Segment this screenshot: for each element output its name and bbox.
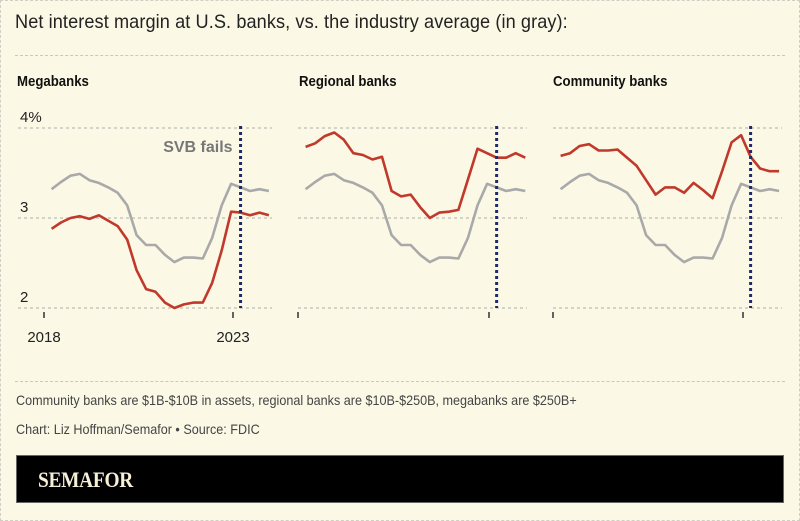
y-tick-label: 4%	[20, 109, 42, 126]
credit-note: Chart: Liz Hoffman/Semafor • Source: FDI…	[16, 421, 260, 437]
panel-title-community: Community banks	[553, 73, 668, 90]
bank-line	[305, 131, 526, 220]
notes-divider	[15, 381, 785, 382]
brand-bar: SEMAFOR	[16, 455, 784, 503]
svb-annotation-label: SVB fails	[163, 139, 232, 156]
small-multiples-chart: 4% 3 2 2018 2023 SVB fails	[18, 109, 782, 346]
industry-average-line	[50, 172, 270, 264]
chart-title: Net interest margin at U.S. banks, vs. t…	[15, 11, 568, 33]
definition-note: Community banks are $1B-$10B in assets, …	[16, 392, 577, 408]
panel-title-megabanks: Megabanks	[17, 73, 89, 90]
panel-title-regional: Regional banks	[299, 73, 397, 90]
bank-line	[50, 210, 270, 310]
industry-average-line	[304, 172, 526, 264]
brand-logo: SEMAFOR	[38, 467, 133, 492]
y-tick-label: 3	[20, 199, 28, 216]
y-tick-label: 2	[20, 289, 28, 306]
title-divider	[15, 55, 785, 56]
x-tick-label: 2018	[27, 329, 60, 346]
x-tick-label: 2023	[216, 329, 249, 346]
bank-line	[560, 133, 780, 200]
industry-average-line	[559, 172, 780, 264]
